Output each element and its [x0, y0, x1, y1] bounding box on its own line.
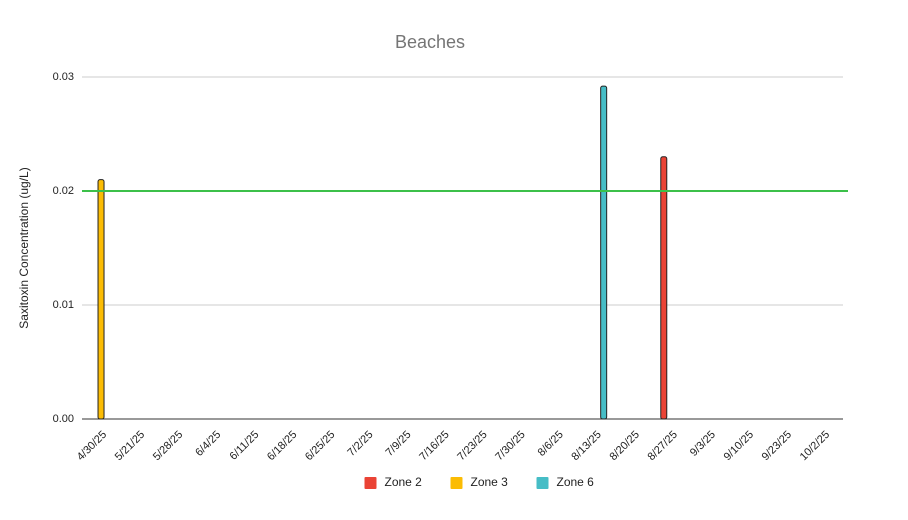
y-tick-label: 0.01	[53, 299, 74, 311]
legend-label: Zone 6	[557, 475, 595, 489]
bar	[97, 179, 105, 420]
legend-swatch	[364, 477, 377, 489]
legend-swatch	[536, 477, 549, 489]
y-tick-label: 0.02	[53, 185, 74, 197]
legend-label: Zone 3	[471, 475, 509, 489]
legend-swatch	[450, 477, 463, 489]
y-tick-label: 0.00	[53, 413, 74, 425]
bar	[600, 85, 608, 420]
chart-title: Beaches	[395, 32, 465, 52]
y-tick-label: 0.03	[53, 71, 74, 83]
legend-label: Zone 2	[385, 475, 423, 489]
y-axis-title: Saxitoxin Concentration (ug/L)	[17, 167, 31, 328]
bar	[660, 156, 668, 420]
